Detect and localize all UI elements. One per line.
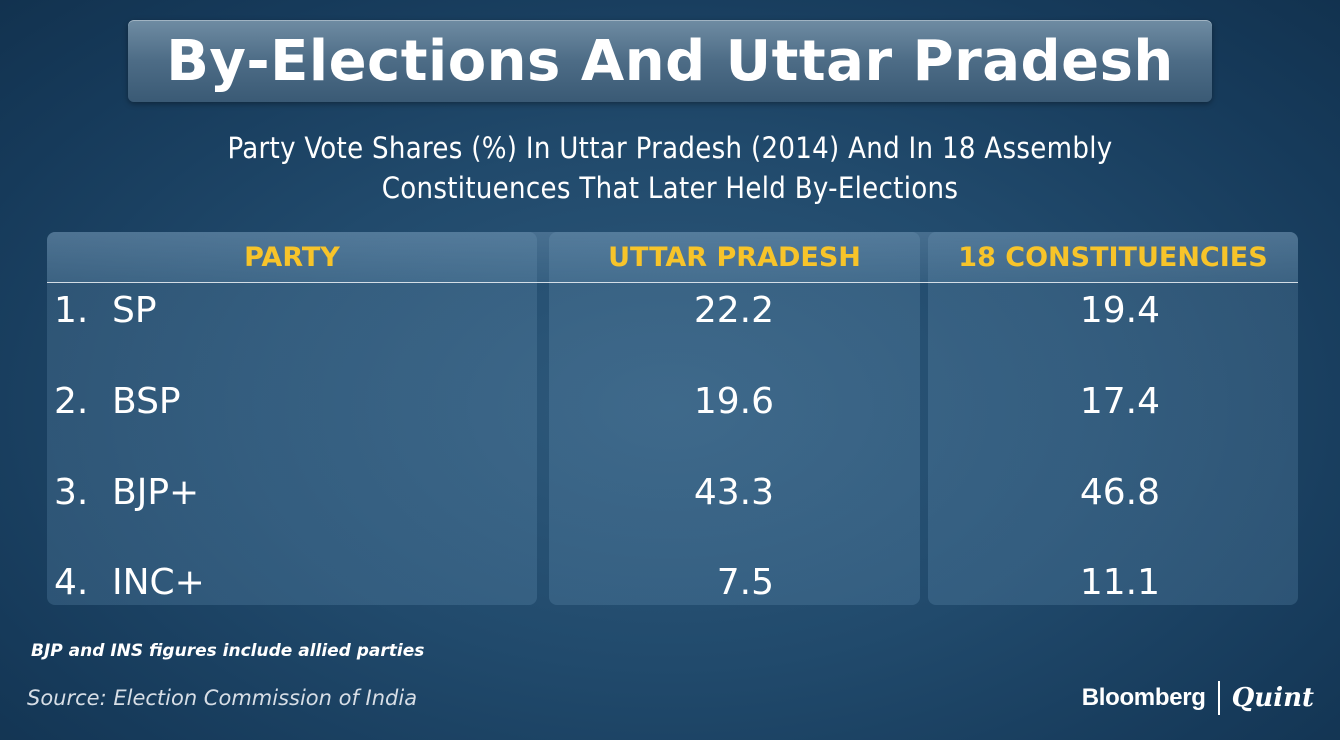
constituencies-value: 11.1 [1079, 562, 1160, 603]
column-header-18-constituencies: 18 CONSTITUENCIES [958, 242, 1268, 273]
footnote: BJP and INS figures include allied parti… [31, 641, 425, 661]
uttar-pradesh-value: 22.2 [693, 290, 774, 331]
page-title: By-Elections And Uttar Pradesh [166, 28, 1174, 94]
uttar-pradesh-value: 7.5 [716, 562, 774, 603]
party-name: SP [112, 290, 157, 331]
row-number: 2. [54, 381, 89, 422]
source-note: Source: Election Commission of India [27, 686, 418, 710]
constituencies-value: 19.4 [1079, 290, 1160, 331]
subtitle-line-2: Constituences That Later Held By-Electio… [381, 171, 959, 205]
uttar-pradesh-value: 43.3 [693, 472, 774, 513]
constituencies-value: 46.8 [1079, 472, 1160, 513]
column-header-uttar-pradesh: UTTAR PRADESH [608, 242, 861, 273]
publisher-logo: Bloomberg Quint [1082, 680, 1314, 716]
row-number: 4. [54, 562, 89, 603]
title-banner: By-Elections And Uttar Pradesh [128, 20, 1212, 102]
bloomberg-logo: Bloomberg [1081, 684, 1206, 711]
party-column-panel [47, 232, 537, 605]
uttar-pradesh-column-panel [549, 232, 920, 605]
uttar-pradesh-value: 19.6 [693, 381, 774, 422]
table-header-bar [47, 232, 1298, 283]
party-name: BSP [112, 381, 181, 422]
quint-logo: Quint [1231, 683, 1314, 713]
row-number: 3. [54, 472, 89, 513]
logo-divider [1217, 681, 1220, 715]
row-number: 1. [54, 290, 89, 331]
chart-subtitle: Party Vote Shares (%) In Uttar Pradesh (… [100, 128, 1240, 208]
constituencies-column-panel [928, 232, 1298, 605]
constituencies-value: 17.4 [1079, 381, 1160, 422]
party-name: BJP+ [112, 472, 200, 513]
subtitle-line-1: Party Vote Shares (%) In Uttar Pradesh (… [227, 131, 1113, 165]
party-name: INC+ [112, 562, 205, 603]
column-header-party: PARTY [244, 242, 340, 273]
